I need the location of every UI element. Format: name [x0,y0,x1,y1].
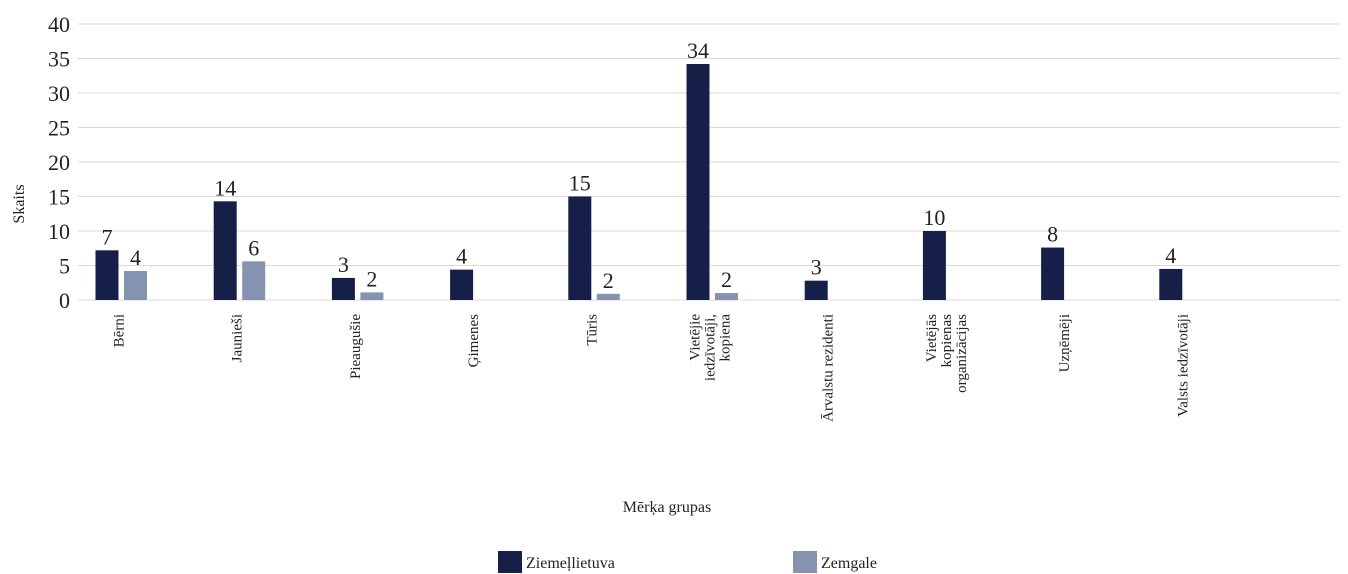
data-label: 4 [130,245,141,270]
data-label: 34 [687,38,709,63]
bar-zemgale [124,271,147,300]
data-label: 2 [366,266,377,291]
bar-zemgale [242,261,266,300]
y-tick-label: 15 [48,185,70,210]
y-tick-label: 10 [48,219,70,244]
bars [95,64,1183,301]
x-tick-label-line: Jaunieši [230,314,246,362]
y-tick-label: 30 [48,81,70,106]
x-tick-label: Uzņēmēji [1057,314,1073,372]
x-tick-label-line: Tūris [584,314,600,346]
bar-zemgale [596,293,620,300]
bar-ziemellietuva [95,250,119,300]
x-tick-label: Ārvalstu rezidenti [821,314,837,422]
x-tick-label: Bērni [112,314,128,347]
y-axis-ticks: 0 5 10 15 20 25 30 35 40 [48,12,70,313]
x-tick-label-line: Valsts iedzīvotāji [1175,314,1191,417]
bar-ziemellietuva [568,196,592,300]
bar-zemgale [360,292,384,300]
x-tick-label-line: Vietējās [924,314,940,362]
data-label: 2 [721,267,732,292]
data-label: 8 [1047,222,1058,247]
data-label: 4 [456,244,467,269]
x-axis-ticks: Bērni Jaunieši Pieaugušie Ģimenes Tūris Vietē… [112,314,1192,422]
y-tick-label: 5 [59,254,70,279]
y-tick-label: 0 [59,288,70,313]
x-tick-label: Tūris [584,314,600,346]
bar-zemgale [715,293,738,300]
y-tick-label: 20 [48,150,70,175]
legend-swatch [498,551,522,573]
x-tick-label-line: iedzīvotāji, [703,314,719,381]
data-label: 2 [603,268,614,293]
x-tick-label-line: organizācijas [954,314,970,393]
x-tick-label-line: kopienas [939,314,955,367]
x-tick-label-line: kopiena [718,314,734,362]
bar-ziemellietuva [804,280,828,300]
data-label: 6 [248,235,259,260]
data-label: 7 [102,224,113,249]
data-label: 4 [1165,243,1176,268]
y-axis-title: Skaits [11,184,28,223]
x-tick-label: Ģimenes [466,314,482,367]
x-tick-label: Valsts iedzīvotāji [1175,314,1191,417]
x-tick-label: Pieaugušie [348,314,364,379]
legend: Ziemeļlietuva Zemgale [498,551,877,573]
x-tick-label-line: Uzņēmēji [1057,314,1073,372]
data-label: 15 [569,171,591,196]
bar-ziemellietuva [1159,268,1183,300]
x-tick-label: Jaunieši [230,314,246,362]
data-label: 14 [214,175,236,200]
x-tick-label-line: Bērni [112,314,128,347]
x-axis-title: Mērķa grupas [623,499,711,516]
y-tick-label: 35 [48,47,70,72]
y-tick-label: 40 [48,12,70,37]
x-tick-label: Vietējie iedzīvotāji, kopiena [688,314,734,381]
bar-ziemellietuva [450,269,474,300]
data-label: 3 [811,255,822,280]
legend-label: Ziemeļlietuva [526,555,615,572]
x-tick-label-line: Pieaugušie [348,314,364,379]
bar-ziemellietuva [922,231,946,300]
legend-label: Zemgale [821,555,877,572]
bar-ziemellietuva [1041,247,1065,300]
data-label: 10 [923,205,945,230]
bar-ziemellietuva [686,64,710,301]
x-tick-label: Vietējās kopienas organizācijas [924,314,970,393]
x-tick-label-line: Ģimenes [466,314,482,367]
data-label: 3 [338,252,349,277]
x-tick-label-line: Ārvalstu rezidenti [821,314,837,422]
bar-ziemellietuva [331,277,355,300]
y-tick-label: 25 [48,116,70,141]
legend-swatch [793,551,817,573]
bar-ziemellietuva [213,201,237,300]
x-tick-label-line: Vietējie [688,314,704,361]
